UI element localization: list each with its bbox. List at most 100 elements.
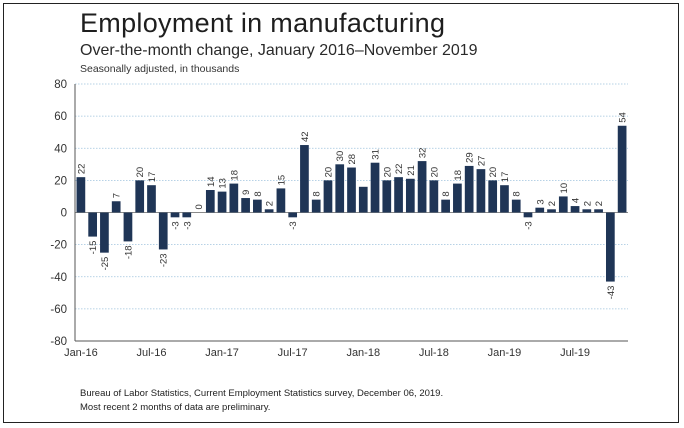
x-tick-label: Jan-19 [488,347,522,359]
bar [370,162,380,213]
data-label: 18 [453,170,464,181]
data-label: 42 [300,131,311,142]
bar [111,201,121,213]
data-label: 10 [559,183,570,194]
data-label: 20 [382,167,393,178]
data-label: 20 [135,167,146,178]
bar [558,196,568,213]
data-label: -3 [171,221,182,229]
y-tick-label: 40 [54,143,67,155]
bar [100,212,109,253]
bar [264,209,274,213]
bar [570,206,580,213]
data-label: 20 [323,167,334,178]
bar [135,180,145,213]
y-tick-label: 60 [54,111,67,123]
data-label: 2 [547,201,558,206]
bar [441,199,450,213]
data-label: 8 [312,191,323,196]
data-label: 3 [535,199,546,204]
data-label: 4 [571,198,582,203]
bar [88,212,98,237]
bar [217,191,227,213]
data-label: 14 [206,176,217,187]
bar [394,177,403,213]
data-label: -23 [159,253,170,267]
bar [170,212,180,218]
data-label: 32 [418,148,429,159]
data-label: -43 [606,286,617,300]
x-tick-label: Jul-19 [560,347,590,359]
data-label: 17 [147,172,158,183]
data-label: 7 [112,193,123,198]
bar [605,212,615,282]
chart-subtitle: Over-the-month change, January 2016–Nove… [80,42,478,59]
y-tick-label: -60 [50,304,67,316]
bar [182,212,192,218]
x-tick-label: Jul-18 [419,347,449,359]
bar [253,199,262,213]
bar [464,165,474,213]
bar [311,199,321,213]
data-label: 20 [488,167,499,178]
data-label: 21 [406,165,417,176]
data-label: -3 [182,221,193,229]
data-label: 15 [276,175,287,186]
data-label: 2 [582,201,593,206]
data-label: 2 [594,201,605,206]
data-label: -18 [123,245,134,259]
data-label: 20 [429,167,440,178]
bar [323,180,333,213]
y-tick-label: -40 [50,272,67,284]
data-label: 8 [441,191,452,196]
x-tick-label: Jul-17 [278,347,308,359]
y-tick-label: -80 [50,336,67,348]
chart-frame [3,3,679,423]
data-label: 17 [500,172,511,183]
y-tick-label: 80 [54,79,67,91]
data-label: 9 [241,190,252,195]
bar [229,183,239,213]
data-label: 22 [394,164,405,175]
bar [158,212,168,250]
data-label: 2 [265,201,276,206]
bar [417,161,427,213]
data-label: 31 [371,149,382,160]
x-tick-label: Jan-16 [64,347,98,359]
bar [288,212,298,218]
bar [476,169,486,213]
bar [547,209,556,213]
source-line-1: Bureau of Labor Statistics, Current Empl… [80,388,444,399]
bar [405,178,415,213]
bar [347,167,356,213]
y-tick-label: 0 [61,208,67,220]
bar [453,183,462,213]
bar [123,212,133,242]
y-tick-label: -20 [50,240,67,252]
bar [582,209,592,213]
bar [76,177,86,213]
data-label: -15 [88,241,99,255]
data-label: 8 [512,191,523,196]
bar [617,125,627,213]
data-label: 8 [253,191,264,196]
chart-note: Seasonally adjusted, in thousands [80,63,240,75]
bar [500,185,509,213]
data-label: 27 [476,156,487,167]
bar [488,180,498,213]
data-label: 0 [194,204,205,209]
bar [535,207,545,213]
data-label: 22 [76,164,87,175]
data-label: 30 [335,151,346,162]
bar [205,190,215,213]
bar [276,188,286,213]
chart-title: Employment in manufacturing [80,8,446,38]
bar [335,164,345,213]
data-label: 54 [618,112,629,123]
x-tick-label: Jan-18 [346,347,380,359]
bar [594,209,603,213]
bar [300,145,309,213]
data-label: 29 [465,152,476,163]
bar [511,199,521,213]
y-tick-label: 20 [54,175,67,187]
